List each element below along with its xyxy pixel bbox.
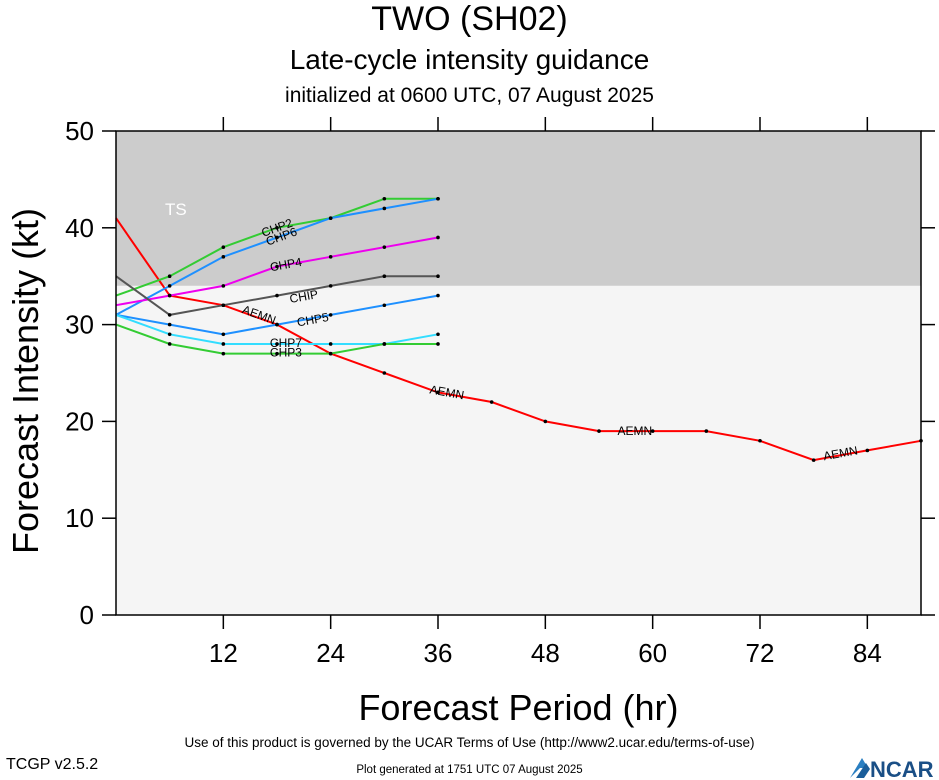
intensity-band-1 xyxy=(116,285,921,615)
x-tick-label: 12 xyxy=(209,638,238,668)
data-point-aemn xyxy=(597,429,601,433)
data-point-chp5 xyxy=(328,313,333,317)
data-point-aemn xyxy=(704,429,709,433)
series-label-chp4: CHP4 xyxy=(269,255,303,275)
data-point-aemn xyxy=(650,429,655,433)
series-line-aemn xyxy=(115,217,922,462)
data-point-chp3 xyxy=(328,351,333,356)
data-point-chp5 xyxy=(275,322,279,327)
x-tick-label: 60 xyxy=(638,638,667,668)
data-point-chp2 xyxy=(221,245,226,249)
data-point-chp6 xyxy=(221,255,226,259)
y-tick-label: 40 xyxy=(65,213,94,243)
data-point-chp5 xyxy=(167,322,172,327)
data-point-chp7 xyxy=(221,342,226,346)
data-point-chp6 xyxy=(167,284,172,288)
y-tick-label: 10 xyxy=(65,503,94,533)
data-point-chip xyxy=(167,313,172,317)
data-point-chp3 xyxy=(382,342,387,346)
chart-title: TWO (SH02) xyxy=(371,0,568,38)
x-tick-label: 84 xyxy=(853,638,882,668)
data-point-chp4 xyxy=(328,255,333,259)
data-point-aemn xyxy=(436,390,440,395)
data-point-chp3 xyxy=(275,351,279,356)
generated-timestamp: Plot generated at 1751 UTC 07 August 202… xyxy=(356,764,583,776)
data-point-chp4 xyxy=(436,235,440,240)
data-point-chp5 xyxy=(436,293,440,298)
series-label-chp7: CHP7 xyxy=(270,336,302,350)
data-point-chip xyxy=(221,303,226,308)
data-point-aemn xyxy=(382,371,387,375)
ncar-logo-text: NCAR xyxy=(870,757,934,780)
data-point-chp5 xyxy=(382,303,387,308)
data-point-chp4 xyxy=(275,264,279,269)
data-point-aemn xyxy=(543,419,548,424)
data-point-chp6 xyxy=(328,216,333,220)
data-point-chip xyxy=(436,274,440,279)
y-tick-label: 50 xyxy=(65,116,94,146)
data-point-chp7 xyxy=(436,332,440,337)
intensity-band-0 xyxy=(116,131,921,286)
series-label-aemn: AEMN xyxy=(617,424,652,438)
data-point-chp2 xyxy=(382,196,387,201)
y-tick-label: 20 xyxy=(65,406,94,436)
data-point-chp7 xyxy=(167,332,172,337)
data-point-chp3 xyxy=(167,342,172,346)
data-point-chp5 xyxy=(221,332,226,337)
data-point-aemn xyxy=(489,400,494,404)
x-axis-title: Forecast Period (hr) xyxy=(358,687,678,728)
terms-of-use-text: Use of this product is governed by the U… xyxy=(184,735,755,750)
series-label-chip: CHIP xyxy=(288,287,319,306)
y-axis-title: Forecast Intensity (kt) xyxy=(5,208,46,554)
data-point-chp6 xyxy=(436,196,440,201)
data-point-chp2 xyxy=(167,274,172,279)
data-point-chp7 xyxy=(328,342,333,346)
data-point-chip xyxy=(275,293,279,298)
data-point-aemn xyxy=(865,448,870,453)
x-tick-label: 36 xyxy=(424,638,453,668)
series-label-chp3: CHP3 xyxy=(270,346,302,360)
data-point-chp6 xyxy=(275,235,279,240)
data-point-chip xyxy=(382,274,387,279)
x-tick-label: 72 xyxy=(746,638,775,668)
data-point-chp3 xyxy=(436,342,440,346)
x-tick-label: 48 xyxy=(531,638,560,668)
x-tick-label: 24 xyxy=(316,638,345,668)
y-tick-label: 30 xyxy=(65,310,94,340)
band-label: TS xyxy=(165,200,187,219)
data-point-chip xyxy=(328,284,333,288)
chart-init-line: initialized at 0600 UTC, 07 August 2025 xyxy=(285,84,654,107)
series-label-chp5: CHP5 xyxy=(296,310,330,330)
data-point-chp4 xyxy=(167,293,172,298)
data-point-aemn xyxy=(758,438,762,443)
data-point-chp6 xyxy=(382,206,387,211)
series-label-aemn: AEMN xyxy=(822,443,859,463)
data-point-aemn xyxy=(811,458,816,462)
data-point-chp7 xyxy=(275,342,279,346)
chart-subtitle: Late-cycle intensity guidance xyxy=(289,44,650,75)
data-point-chp3 xyxy=(221,351,226,356)
series-label-aemn: AEMN xyxy=(429,382,466,402)
plot-frame xyxy=(115,130,922,616)
data-point-chp4 xyxy=(382,245,387,249)
intensity-chart: TSAEMNAEMNAEMNAEMNCHP2CHP6CHP4CHIPCHP5CH… xyxy=(5,116,935,728)
ncar-logo: NCAR xyxy=(850,757,934,780)
y-tick-label: 0 xyxy=(80,600,94,630)
data-point-chp2 xyxy=(275,226,279,230)
data-point-chp4 xyxy=(221,284,226,288)
version-label: TCGP v2.5.2 xyxy=(6,756,99,773)
